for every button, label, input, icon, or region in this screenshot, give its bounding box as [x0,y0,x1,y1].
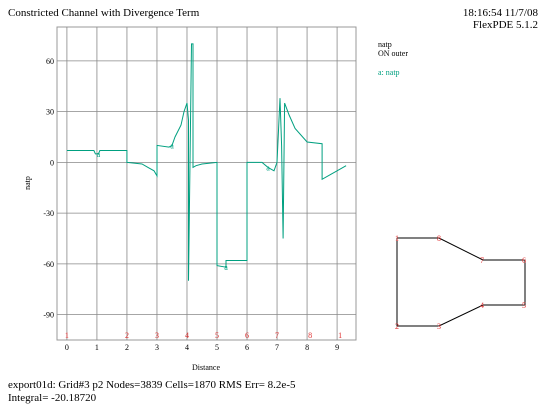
x-tick-label: 4 [185,343,189,352]
node-marker: 1 [338,331,342,340]
x-tick-label: 9 [335,343,339,352]
x-axis-label: Distance [192,363,220,372]
domain-outline [396,237,526,327]
node-marker: 3 [155,331,159,340]
footer-line: Integral= -20.18720 [8,392,97,404]
x-tick-label: 0 [65,343,69,352]
node-marker: 2 [125,331,129,340]
node-label: 2 [395,322,399,331]
node-label: 6 [522,256,526,265]
node-marker: 7 [275,331,279,340]
x-tick-label: 7 [275,343,279,352]
curve-marker: a [224,263,228,272]
node-label: 5 [522,301,526,310]
chart-title: Constricted Channel with Divergence Term [8,7,200,19]
curve-marker: a [266,163,270,172]
geometry: 1 8 7 6 5 4 3 2 [395,234,526,331]
y-tick-label: -30 [43,209,54,218]
node-label: 1 [395,234,399,243]
node-marker: 6 [245,331,249,340]
curve-marker: a [170,141,174,150]
node-label: 4 [480,301,484,310]
plot-frame [56,26,357,341]
node-label: 3 [437,322,441,331]
node-marker: 4 [185,331,189,340]
x-tick-label: 8 [305,343,309,352]
plot-variable: natp [378,40,392,49]
y-tick-label: 60 [46,57,54,66]
y-tick-label: 0 [50,158,54,167]
software: FlexPDE 5.1.2 [473,19,538,31]
node-label: 8 [437,234,441,243]
legend-entry: a: natp [378,68,400,77]
footer-line: export01d: Grid#3 p2 Nodes=3839 Cells=18… [8,379,296,391]
plot-region: ON outer [378,49,408,58]
y-tick-label: -90 [43,311,54,320]
x-tick-label: 5 [215,343,219,352]
node-marker: 1 [65,331,69,340]
y-tick-label: 30 [46,108,54,117]
timestamp: 18:16:54 11/7/08 [463,7,539,19]
node-label: 7 [480,256,484,265]
x-tick-label: 6 [245,343,249,352]
x-tick-label: 2 [125,343,129,352]
node-marker: 5 [215,331,219,340]
y-tick-label: -60 [43,260,54,269]
data-line [66,43,347,281]
node-marker: 8 [308,331,312,340]
x-tick-label: 1 [95,343,99,352]
curve-marker: a [97,150,101,159]
y-axis-label: natp [23,176,32,190]
x-tick-label: 3 [155,343,159,352]
